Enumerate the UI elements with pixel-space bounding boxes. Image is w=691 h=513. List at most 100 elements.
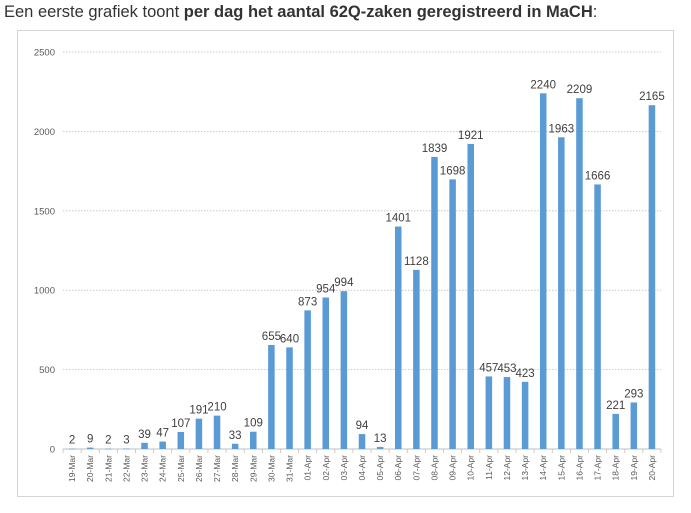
bar — [648, 105, 656, 449]
data-label: 13 — [374, 433, 387, 445]
caption-prefix: Een eerste grafiek toont — [4, 3, 184, 21]
x-tick-label: 19-Mar — [67, 455, 77, 482]
x-tick-label: 05-Apr — [375, 455, 385, 481]
bar — [195, 418, 203, 449]
x-tick-label: 29-Mar — [248, 455, 258, 482]
y-tick-label: 2500 — [34, 48, 55, 59]
bar — [159, 441, 166, 449]
bar — [431, 156, 438, 449]
data-label: 1963 — [549, 123, 575, 135]
data-label: 453 — [497, 363, 516, 375]
bar — [358, 434, 366, 449]
x-tick-label: 01-Apr — [303, 455, 313, 481]
bar — [485, 376, 493, 449]
x-tick-label: 09-Apr — [448, 455, 458, 481]
chart-area: 0 500 1000 1500 2000 2500 2 19-Mar 9 20-Mar 2 21-Ma… — [17, 30, 674, 497]
bar — [340, 291, 348, 449]
x-tick-label: 26-Mar — [194, 455, 204, 482]
x-tick-label: 24-Mar — [158, 455, 168, 482]
x-tick-label: 07-Apr — [411, 455, 421, 481]
data-label: 2 — [105, 435, 111, 447]
data-label: 47 — [156, 428, 169, 440]
bar — [105, 448, 112, 450]
bar — [86, 447, 94, 449]
x-tick-label: 02-Apr — [321, 455, 331, 481]
data-label: 107 — [171, 418, 190, 430]
data-label: 954 — [316, 284, 336, 296]
data-label: 94 — [356, 420, 369, 432]
x-tick-label: 03-Apr — [339, 455, 349, 481]
x-tick-label: 14-Apr — [538, 455, 548, 481]
y-tick-label: 1000 — [34, 286, 55, 297]
data-label: 1921 — [458, 130, 484, 142]
bar — [612, 413, 619, 449]
y-tick-label: 1500 — [34, 206, 55, 217]
bar — [449, 179, 456, 449]
chart-caption: Een eerste grafiek toont per dag het aan… — [4, 3, 597, 22]
x-tick-label: 22-Mar — [121, 455, 131, 482]
bar — [68, 448, 76, 450]
x-tick-label: 20-Mar — [85, 455, 95, 482]
x-tick-label: 27-Mar — [212, 455, 222, 482]
data-label: 2209 — [567, 84, 593, 96]
caption-suffix: : — [592, 3, 598, 21]
data-label: 1401 — [385, 213, 411, 225]
data-label: 2240 — [530, 79, 556, 91]
bar — [322, 297, 330, 449]
data-label: 39 — [138, 429, 151, 441]
bar — [413, 269, 420, 449]
data-label: 293 — [624, 388, 643, 400]
x-tick-label: 06-Apr — [393, 455, 403, 481]
bar — [268, 344, 275, 449]
data-label: 994 — [334, 277, 354, 289]
bar — [304, 310, 311, 449]
x-tick-label: 10-Apr — [466, 455, 476, 481]
data-label: 1698 — [440, 165, 466, 177]
x-tick-label: 17-Apr — [593, 455, 603, 481]
x-tick-label: 11-Apr — [484, 455, 494, 480]
x-tick-label: 16-Apr — [574, 455, 584, 481]
bar-chart: 0 500 1000 1500 2000 2500 2 19-Mar 9 20-Mar 2 21-Ma… — [34, 48, 665, 482]
y-tick-label: 0 — [50, 445, 55, 456]
data-label: 1128 — [404, 256, 429, 268]
bar — [177, 432, 185, 449]
bar — [250, 431, 257, 449]
data-label: 109 — [244, 418, 263, 430]
x-tick-label: 19-Apr — [629, 455, 639, 481]
bar — [521, 381, 529, 449]
bar — [376, 446, 384, 449]
data-label: 191 — [189, 405, 208, 417]
x-tick-label: 31-Mar — [285, 455, 295, 482]
data-label: 457 — [479, 362, 498, 374]
bar — [503, 377, 511, 449]
data-label: 1666 — [585, 170, 611, 182]
x-tick-label: 04-Apr — [357, 455, 367, 481]
x-tick-label: 21-Mar — [103, 455, 113, 482]
data-label: 9 — [87, 434, 93, 446]
caption-bold: per dag het aantal 62Q-zaken geregistree… — [183, 3, 593, 21]
bar — [630, 402, 638, 449]
bar — [576, 98, 583, 449]
x-tick-label: 28-Mar — [230, 455, 240, 482]
x-tick-label: 08-Apr — [429, 455, 439, 481]
data-label: 2165 — [639, 91, 665, 103]
data-label: 655 — [262, 331, 281, 343]
data-label: 3 — [123, 435, 129, 447]
bar — [558, 137, 565, 449]
x-tick-label: 23-Mar — [140, 455, 150, 482]
bar — [213, 415, 221, 449]
x-tick-label: 12-Apr — [502, 455, 512, 481]
data-label: 640 — [280, 333, 299, 345]
data-label: 221 — [606, 400, 625, 412]
bar — [539, 93, 547, 449]
x-tick-label: 20-Apr — [647, 455, 657, 481]
x-tick-label: 15-Apr — [556, 455, 566, 481]
x-tick-label: 18-Apr — [611, 455, 621, 481]
bar — [394, 226, 402, 449]
data-label: 423 — [515, 368, 534, 380]
y-tick-label: 500 — [39, 365, 55, 376]
data-label: 2 — [69, 435, 75, 447]
x-tick-label: 13-Apr — [520, 455, 530, 481]
bar — [141, 442, 148, 449]
data-label: 873 — [298, 296, 317, 308]
